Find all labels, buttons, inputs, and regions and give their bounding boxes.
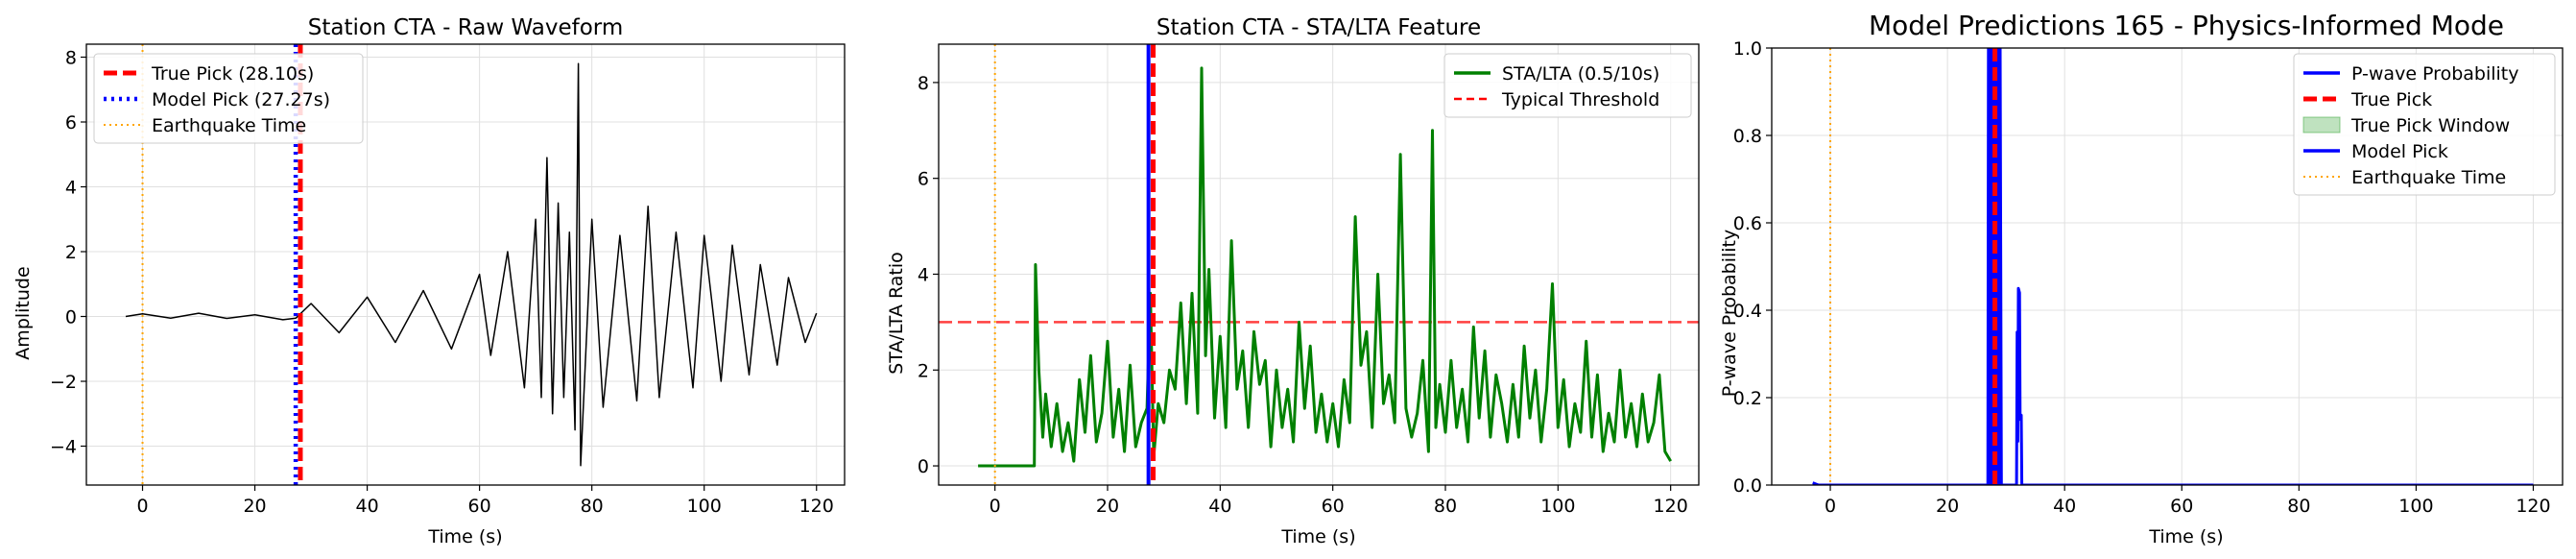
x-tick-label: 60 (2170, 496, 2193, 517)
chart-title: Station CTA - Raw Waveform (308, 15, 624, 40)
x-tick-label: 120 (799, 496, 834, 517)
x-tick-label: 120 (2516, 496, 2550, 517)
y-tick-label: 1.0 (1733, 38, 1762, 60)
legend: P-wave Probability True Pick True Pick Win… (2293, 53, 2556, 196)
y-tick-label: −2 (50, 372, 77, 393)
y-tick-label: 6 (65, 112, 77, 134)
x-tick-label: 0 (1825, 496, 1836, 517)
x-axis-label: Time (s) (2148, 526, 2223, 547)
chart-title: Model Predictions 165 - Physics-Informed… (1869, 10, 2504, 41)
legend-label: STA/LTA (0.5/10s) (1502, 63, 1659, 85)
x-tick-label: 0 (990, 496, 1001, 517)
y-tick-label: 0.6 (1733, 213, 1762, 234)
x-tick-label: 100 (687, 496, 722, 517)
x-axis-label: Time (s) (1280, 526, 1355, 547)
x-tick-label: 40 (355, 496, 378, 517)
panel-raw-waveform: Station CTA - Raw Waveform Time (s) Ampl… (12, 15, 846, 547)
y-tick-label: −4 (50, 437, 77, 458)
y-axis-label: P-wave Probability (1719, 230, 1740, 398)
legend-label: Model Pick (27.27s) (152, 89, 330, 110)
legend-box (93, 53, 364, 144)
y-tick-label: 2 (918, 360, 929, 381)
y-tick-label: 0 (918, 456, 929, 477)
y-tick-label: 8 (65, 48, 77, 69)
panel-sta-lta: Station CTA - STA/LTA Feature Time (s) S… (886, 15, 1700, 547)
legend-label: True Pick (2350, 89, 2432, 110)
x-tick-label: 100 (2398, 496, 2433, 517)
x-tick-label: 60 (1322, 496, 1345, 517)
panel-model-predictions: Model Predictions 165 - Physics-Informed… (1719, 10, 2564, 547)
x-tick-label: 20 (1936, 496, 1959, 517)
legend-box (2293, 53, 2556, 196)
y-tick-label: 6 (918, 169, 929, 190)
x-tick-label: 20 (1096, 496, 1119, 517)
legend-label: Earthquake Time (152, 115, 306, 136)
series-line (978, 66, 1672, 468)
legend-label: Typical Threshold (1501, 89, 1659, 110)
x-tick-label: 60 (468, 496, 491, 517)
y-tick-label: 8 (918, 73, 929, 94)
x-tick-label: 80 (1434, 496, 1457, 517)
x-tick-label: 0 (136, 496, 148, 517)
x-tick-label: 120 (1654, 496, 1688, 517)
y-tick-label: 4 (65, 178, 77, 199)
legend-label: P-wave Probability (2351, 63, 2519, 85)
y-tick-label: 2 (65, 242, 77, 263)
legend: STA/LTA (0.5/10s) Typical Threshold (1443, 53, 1692, 118)
axes-frame (938, 43, 1700, 486)
legend-swatch (2302, 116, 2341, 134)
y-axis-label: Amplitude (12, 266, 34, 359)
axes-frame (1771, 47, 2564, 486)
x-tick-label: 100 (1540, 496, 1575, 517)
x-axis-label: Time (s) (427, 526, 502, 547)
legend-label: True Pick Window (2350, 115, 2510, 136)
y-tick-label: 0 (65, 307, 77, 328)
y-tick-label: 0.0 (1733, 475, 1762, 497)
x-tick-label: 40 (1208, 496, 1231, 517)
legend-label: Earthquake Time (2351, 167, 2506, 188)
x-tick-label: 20 (243, 496, 266, 517)
y-axis-label: STA/LTA Ratio (886, 252, 907, 375)
y-tick-label: 0.4 (1733, 301, 1762, 322)
x-tick-label: 80 (581, 496, 604, 517)
x-tick-label: 40 (2053, 496, 2076, 517)
legend: True Pick (28.10s) Model Pick (27.27s) Ear… (93, 53, 364, 144)
y-tick-label: 0.8 (1733, 126, 1762, 147)
legend-box (1443, 53, 1692, 118)
legend-label: True Pick (28.10s) (151, 63, 314, 85)
chart-title: Station CTA - STA/LTA Feature (1157, 15, 1481, 40)
x-tick-label: 80 (2287, 496, 2310, 517)
y-tick-label: 0.2 (1733, 388, 1762, 409)
legend-label: Model Pick (2351, 141, 2448, 162)
y-tick-label: 4 (918, 264, 929, 285)
axes-frame (85, 43, 846, 486)
